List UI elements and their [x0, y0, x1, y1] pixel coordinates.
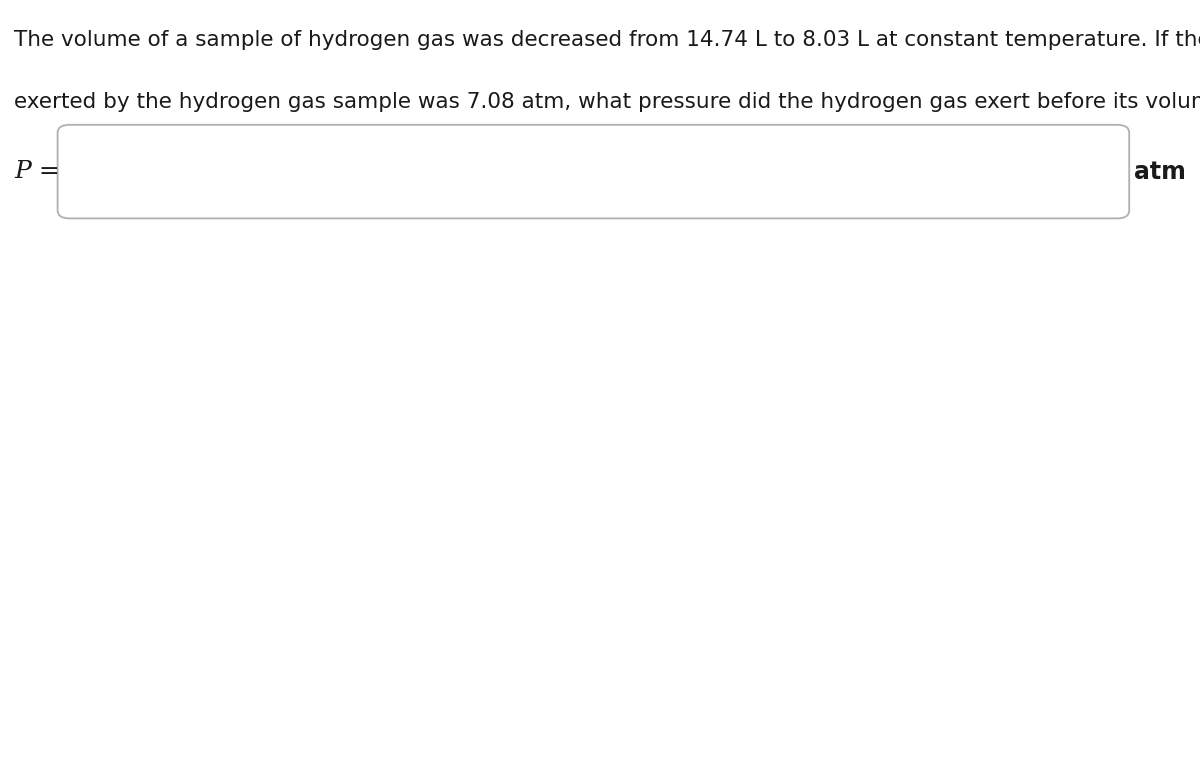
Text: atm: atm [1134, 160, 1186, 183]
Text: P =: P = [14, 160, 60, 183]
Text: The volume of a sample of hydrogen gas was decreased from 14.74 L to 8.03 L at c: The volume of a sample of hydrogen gas w… [14, 30, 1200, 50]
FancyBboxPatch shape [58, 125, 1129, 218]
Text: exerted by the hydrogen gas sample was 7.08 atm, what pressure did the hydrogen : exerted by the hydrogen gas sample was 7… [14, 92, 1200, 112]
